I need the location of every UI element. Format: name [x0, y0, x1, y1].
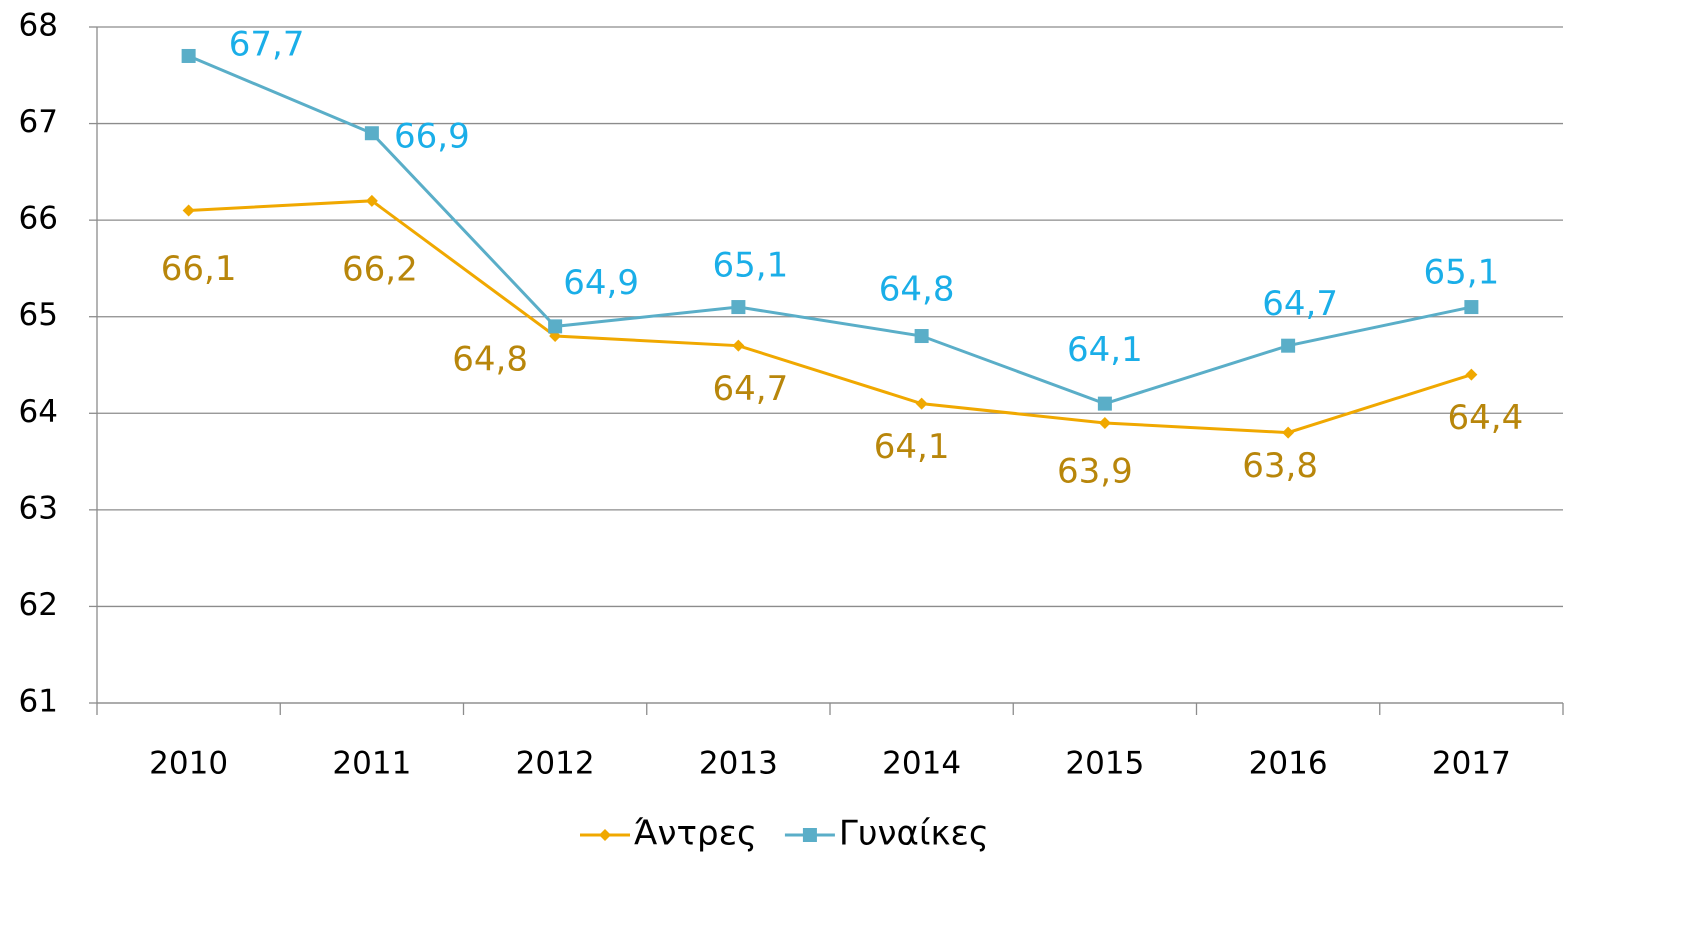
data-label: 64,8	[452, 340, 528, 380]
y-tick-label: 67	[19, 104, 58, 140]
data-point	[732, 339, 745, 352]
x-tick-label: 2010	[149, 746, 228, 782]
data-point	[1098, 416, 1111, 429]
data-point	[1281, 338, 1296, 353]
legend-label: Γυναίκες	[839, 814, 989, 854]
data-point	[915, 397, 928, 410]
data-point	[1464, 300, 1479, 315]
x-tick-label: 2015	[1065, 746, 1144, 782]
data-point	[365, 194, 378, 207]
y-tick-label: 62	[19, 587, 58, 623]
data-label: 64,1	[1067, 330, 1143, 370]
y-tick-label: 66	[19, 201, 58, 237]
series-line	[188, 54, 1472, 406]
y-tick-label: 63	[19, 490, 58, 526]
data-label: 64,9	[563, 263, 639, 303]
data-label: 64,7	[1262, 284, 1338, 324]
data-label: 67,7	[229, 24, 305, 64]
data-point	[548, 319, 563, 334]
data-point	[182, 204, 195, 217]
data-point	[1097, 396, 1112, 411]
y-tick-label: 68	[19, 8, 58, 44]
legend-label: Άντρες	[634, 814, 757, 854]
data-point	[731, 300, 746, 315]
data-point	[1465, 368, 1478, 381]
data-label: 64,8	[879, 270, 955, 310]
x-tick-label: 2014	[882, 746, 961, 782]
data-label: 66,2	[342, 249, 418, 289]
data-label: 63,9	[1057, 451, 1133, 491]
data-point	[914, 329, 929, 344]
data-label: 64,4	[1448, 398, 1524, 438]
y-tick-label: 65	[19, 297, 58, 333]
data-point	[181, 48, 196, 63]
legend-marker	[599, 829, 611, 841]
x-tick-label: 2011	[332, 746, 411, 782]
x-tick-label: 2013	[699, 746, 778, 782]
x-tick-label: 2017	[1432, 746, 1511, 782]
legend-marker	[802, 828, 817, 842]
y-tick-label: 61	[19, 684, 58, 720]
data-label: 64,1	[874, 427, 950, 467]
series-line	[188, 199, 1472, 435]
data-label: 66,9	[394, 117, 470, 157]
data-label: 66,1	[161, 249, 237, 289]
data-label: 65,1	[713, 246, 789, 286]
x-tick-label: 2016	[1249, 746, 1328, 782]
data-point	[1282, 426, 1295, 439]
x-tick-label: 2012	[516, 746, 595, 782]
data-point	[364, 126, 379, 141]
data-label: 64,7	[713, 369, 789, 409]
data-label: 63,8	[1242, 446, 1318, 486]
y-tick-label: 64	[19, 394, 58, 430]
data-label: 65,1	[1424, 253, 1500, 293]
